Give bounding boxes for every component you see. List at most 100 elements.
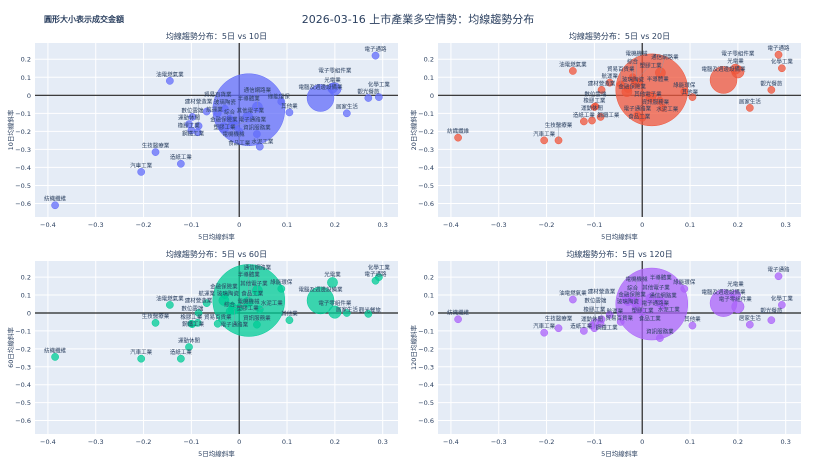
data-label: 數位雲端 [181,305,204,313]
data-point [221,291,229,299]
x-tick-label: −0.3 [491,221,507,229]
x-tick-label: −0.4 [40,221,56,229]
data-label: 水泥工業 [261,299,284,307]
leader-lines [193,70,336,143]
y-tick-label: −0.4 [15,164,31,172]
data-label: 造紙工業 [170,348,193,356]
data-point [540,136,549,145]
data-label: 電機機械 [222,130,245,138]
data-label: 其他電子業 [634,90,662,98]
data-point [680,87,689,96]
data-point [588,116,596,125]
y-tick-label: −0.1 [15,327,31,335]
data-label: 觀光餐旅 [760,307,783,315]
data-point [645,293,657,304]
y-tick-label: −0.6 [15,200,31,208]
data-label: 觀光餐旅 [760,79,783,87]
data-label: 鋼鐵工業 [182,320,205,328]
subplot-10: −0.4 −0.3 −0.2 −0.1 0 0.1 0.2 0.3 −0.6 −0.5 −0.4 −0… [6,31,398,241]
x-tick-label: −0.4 [443,438,459,446]
data-point [628,296,637,305]
data-point [778,301,786,309]
data-point [202,299,211,307]
x-tick-label: −0.4 [443,221,459,229]
x-tick-label: 0.3 [378,438,388,446]
data-label: 鋼鐵工業 [596,324,619,332]
x-tick-label: −0.2 [136,438,152,446]
size-note: 圓形大小表示成交金額 [44,14,124,24]
data-label: 運動休閒 [581,315,603,323]
y-tick-label: −0.1 [418,110,434,118]
data-point [151,318,160,327]
y-tick-label: 0 [430,309,434,317]
y-tick-label: 0.2 [424,274,434,282]
data-label: 其他業 [281,310,298,318]
data-label: 光電業 [324,270,341,278]
data-label: 油電燃氣業 [156,294,184,302]
data-point [137,168,146,176]
data-point [454,315,462,324]
data-point [242,111,254,123]
data-label: 光電業 [727,280,744,288]
data-label: 金融保險業 [618,290,646,298]
data-label: 水泥工業 [656,105,679,113]
data-label: 貿易百貨業 [607,65,635,73]
x-tick-label: 0.2 [330,221,340,229]
data-point [277,97,286,106]
label-leader-line [193,132,198,134]
x-tick-label: 0.2 [733,438,743,446]
data-label: 電子通路 [768,44,791,52]
data-point [591,102,600,111]
data-label: 電機機械 [625,275,648,283]
data-point [745,104,754,112]
data-point [253,130,261,138]
data-label: 玻璃陶瓷 [217,290,240,298]
label-leader-line [600,323,607,328]
data-point [580,117,588,126]
data-label: 塑膠工業 [632,306,655,314]
label-leader-line [655,100,660,102]
x-tick-label: 0 [237,221,241,229]
data-label: 玻璃陶瓷 [617,298,640,306]
data-label: 其他電子業 [240,280,268,288]
data-label: 金融保險業 [210,282,238,290]
data-label: 綜合 [627,58,639,66]
data-point [277,284,286,293]
subplot-60: −0.4 −0.3 −0.2 −0.1 0 0.1 0.2 0.3 −0.6 −0.5 −0.4 −0… [6,249,398,458]
x-tick-label: −0.2 [136,221,152,229]
data-label: 玻璃陶瓷 [214,98,237,106]
data-label: 半導體業 [647,75,670,83]
data-point [306,286,335,315]
data-label: 光電業 [727,57,744,65]
data-label: 航運業 [198,290,215,298]
data-label: 玻璃陶瓷 [622,75,645,83]
x-tick-label: −0.2 [539,438,555,446]
data-point [221,104,229,113]
data-label: 通信網路業 [244,86,272,94]
data-label: 綠能環保 [673,81,696,89]
figure-title: 2026-03-16 上市產業多空情勢：均線趨勢分布 [302,12,534,26]
data-label: 電子零組件業 [318,67,352,75]
data-label: 通信網路業 [651,53,679,61]
data-point [375,93,383,101]
data-label: 貿易百貨業 [605,314,633,322]
data-label: 食品工業 [628,112,651,120]
data-point [731,300,745,314]
data-point [616,318,625,326]
x-tick-label: −0.1 [183,221,199,229]
label-leader-line [634,64,651,82]
data-label: 綜合 [224,301,236,309]
data-label: 觀光餐旅 [359,306,382,314]
data-label: 電腦及週邊設備業 [299,285,344,293]
x-tick-label: −0.1 [586,221,602,229]
label-leader-line [637,302,656,310]
y-tick-label: −0.3 [418,146,434,154]
data-label: 數位雲端 [584,90,607,98]
data-label: 鋼鐵工業 [597,111,620,119]
data-label: 觀光餐旅 [357,87,380,95]
data-label: 建材營造業 [588,79,616,87]
data-label: 半導體業 [238,95,261,103]
data-point [774,50,783,59]
plot-area [438,261,801,434]
